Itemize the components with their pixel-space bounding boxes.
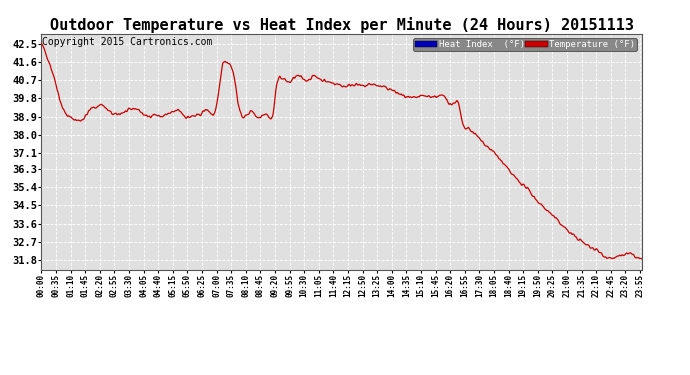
Title: Outdoor Temperature vs Heat Index per Minute (24 Hours) 20151113: Outdoor Temperature vs Heat Index per Mi… (50, 16, 633, 33)
Text: Copyright 2015 Cartronics.com: Copyright 2015 Cartronics.com (42, 37, 213, 47)
Legend: Heat Index  (°F), Temperature (°F): Heat Index (°F), Temperature (°F) (413, 38, 637, 51)
